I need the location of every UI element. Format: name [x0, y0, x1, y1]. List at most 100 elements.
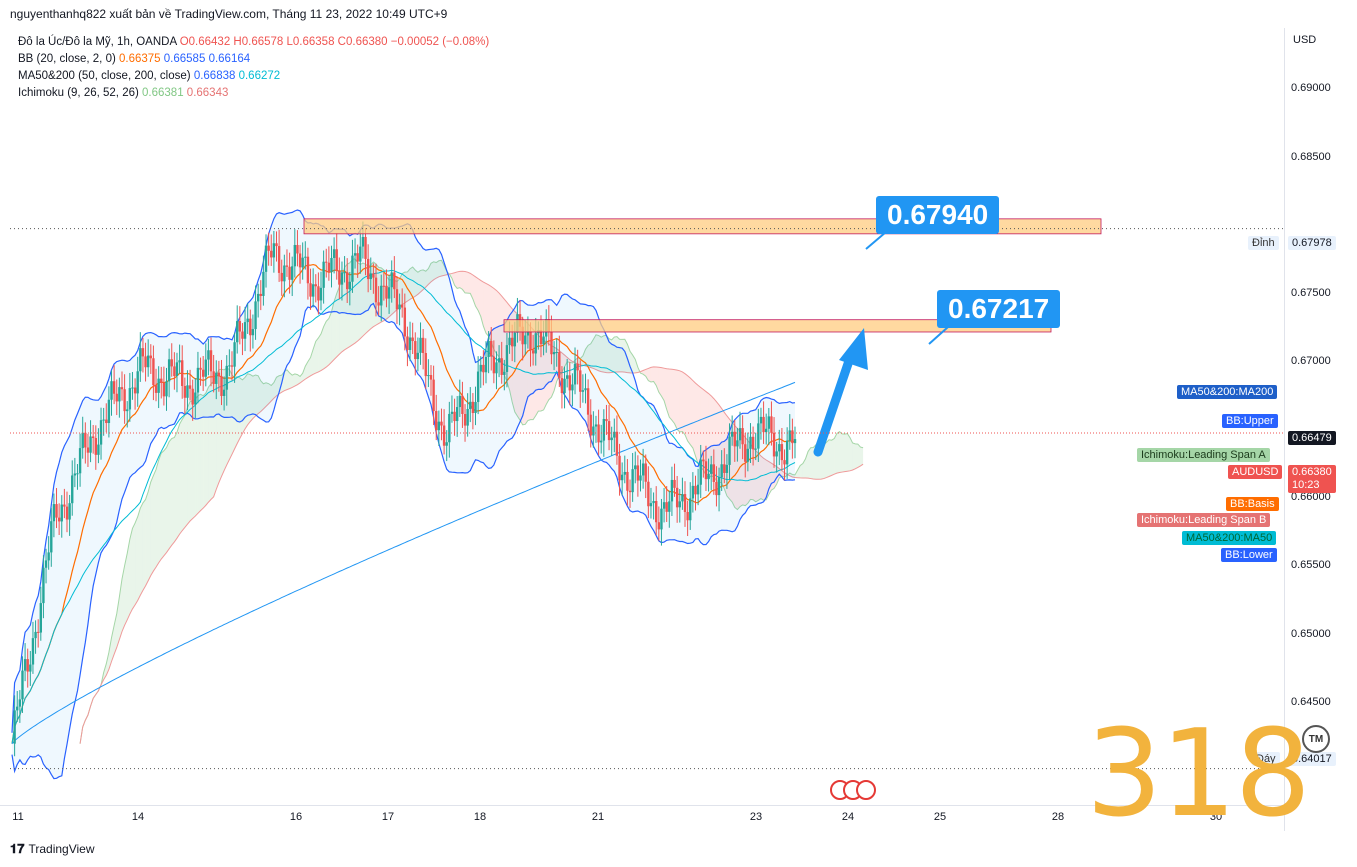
ma200-tag: MA50&200:MA200 — [1177, 385, 1278, 399]
candle-body — [21, 670, 24, 700]
ichimoku-cloud-segment — [674, 369, 678, 430]
ichimoku-cloud-segment — [438, 260, 442, 277]
candle-body — [408, 337, 412, 350]
candle-body — [18, 699, 22, 707]
candle-body — [733, 431, 736, 447]
ichimoku-cloud-segment — [179, 419, 183, 535]
ichimoku-cloud-segment — [802, 458, 806, 478]
candle-body — [657, 522, 661, 530]
candle-body — [13, 710, 16, 744]
candle-body — [736, 440, 739, 447]
bb-upper-value: 0.66585 — [163, 53, 206, 65]
candle-body — [207, 350, 210, 360]
ichimoku-cloud-segment — [451, 272, 455, 286]
candle-body — [120, 387, 124, 390]
candle-body — [377, 302, 380, 306]
candle-body — [335, 249, 338, 271]
candle-body — [55, 504, 58, 518]
ichimoku-cloud-segment — [808, 447, 811, 479]
ichimoku-cloud-segment — [836, 431, 840, 474]
candle-body — [356, 253, 359, 262]
ichimoku-cloud-segment — [127, 539, 130, 620]
candle-body — [513, 332, 516, 347]
candle-body — [382, 285, 386, 287]
time-tick-label: 17 — [381, 811, 395, 823]
candle-body — [414, 341, 417, 360]
candle-body — [256, 293, 260, 302]
ichimoku-cloud-segment — [328, 311, 332, 365]
candle-body — [600, 440, 603, 443]
candle-body — [338, 270, 341, 285]
price-tick-label: 0.68500 — [1291, 150, 1331, 163]
candle-body — [416, 352, 420, 360]
candle-body — [668, 501, 671, 512]
candle-body — [686, 512, 689, 521]
candle-body — [730, 431, 734, 437]
candle-body — [607, 421, 611, 441]
candle-body — [249, 318, 252, 336]
time-tick-label: 11 — [12, 811, 24, 823]
candle-body — [762, 416, 765, 433]
ichimoku-cloud-segment — [247, 373, 251, 425]
candle-body — [476, 371, 480, 402]
candle-body — [694, 485, 697, 495]
candle-body — [133, 387, 137, 394]
candle-body — [196, 367, 200, 393]
ichimoku-cloud-segment — [430, 261, 434, 282]
candle-body — [110, 381, 113, 400]
candle-body — [584, 388, 587, 391]
target-callout-1[interactable]: 0.67940 — [876, 196, 1000, 234]
ichimoku-cloud-segment — [499, 293, 502, 366]
ichimoku-cloud-segment — [192, 399, 196, 519]
ichimoku-cloud-segment — [286, 369, 290, 390]
ichimoku-cloud-segment — [603, 335, 607, 373]
candle-body — [267, 245, 270, 251]
price-axis[interactable] — [1284, 28, 1357, 831]
span-b-tag: Ichimoku:Leading Span B — [1137, 513, 1271, 527]
candle-body — [602, 418, 606, 441]
candle-body — [50, 521, 53, 553]
ichimoku-cloud-segment — [318, 333, 322, 372]
target-callout-2[interactable]: 0.67217 — [937, 290, 1061, 328]
us-flag-icon[interactable] — [856, 780, 876, 800]
candle-body — [380, 285, 383, 306]
candle-body — [173, 366, 176, 377]
time-tick-label: 30 — [1209, 811, 1223, 823]
ichimoku-cloud-segment — [315, 337, 319, 374]
candle-body — [555, 352, 558, 354]
candle-body — [764, 428, 768, 433]
ichimoku-cloud-segment — [713, 398, 717, 481]
legend-symbol-row[interactable]: Đô la Úc/Đô la Mỹ, 1h, OANDA O0.66432 H0… — [18, 34, 489, 51]
candle-body — [660, 508, 663, 530]
symbol-name: Đô la Úc/Đô la Mỹ, 1h, OANDA — [18, 36, 177, 48]
candle-body — [285, 265, 289, 267]
last-price-tag: 0.66380 10:23 — [1288, 465, 1336, 493]
ichimoku-cloud-segment — [648, 367, 651, 382]
candle-body — [296, 244, 299, 254]
candle-body — [573, 363, 577, 385]
candle-body — [526, 331, 530, 336]
candle-body — [636, 465, 640, 481]
candle-body — [201, 369, 205, 377]
ichimoku-cloud-segment — [763, 458, 767, 501]
candle-body — [322, 261, 325, 288]
candle-body — [340, 272, 344, 285]
candle-body — [246, 318, 249, 323]
time-tick-label: 18 — [473, 811, 487, 823]
legend-bb-row[interactable]: BB (20, close, 2, 0) 0.66375 0.66585 0.6… — [18, 51, 489, 68]
candle-body — [534, 333, 537, 354]
ichimoku-cloud-segment — [166, 441, 170, 553]
legend-ichimoku-row[interactable]: Ichimoku (9, 26, 52, 26) 0.66381 0.66343 — [18, 85, 489, 102]
ichimoku-cloud-segment — [669, 369, 672, 421]
candle-body — [175, 362, 179, 377]
time-axis[interactable] — [0, 805, 1284, 832]
ichimoku-cloud-segment — [404, 271, 408, 303]
footer-brand[interactable]: 𝟏𝟕 TradingView — [10, 841, 95, 857]
candle-body — [387, 287, 391, 299]
ichimoku-cloud-segment — [368, 264, 371, 332]
candle-body — [558, 352, 561, 379]
candle-body — [662, 502, 666, 509]
legend-ma-row[interactable]: MA50&200 (50, close, 200, close) 0.66838… — [18, 68, 489, 85]
candle-body — [220, 376, 223, 396]
